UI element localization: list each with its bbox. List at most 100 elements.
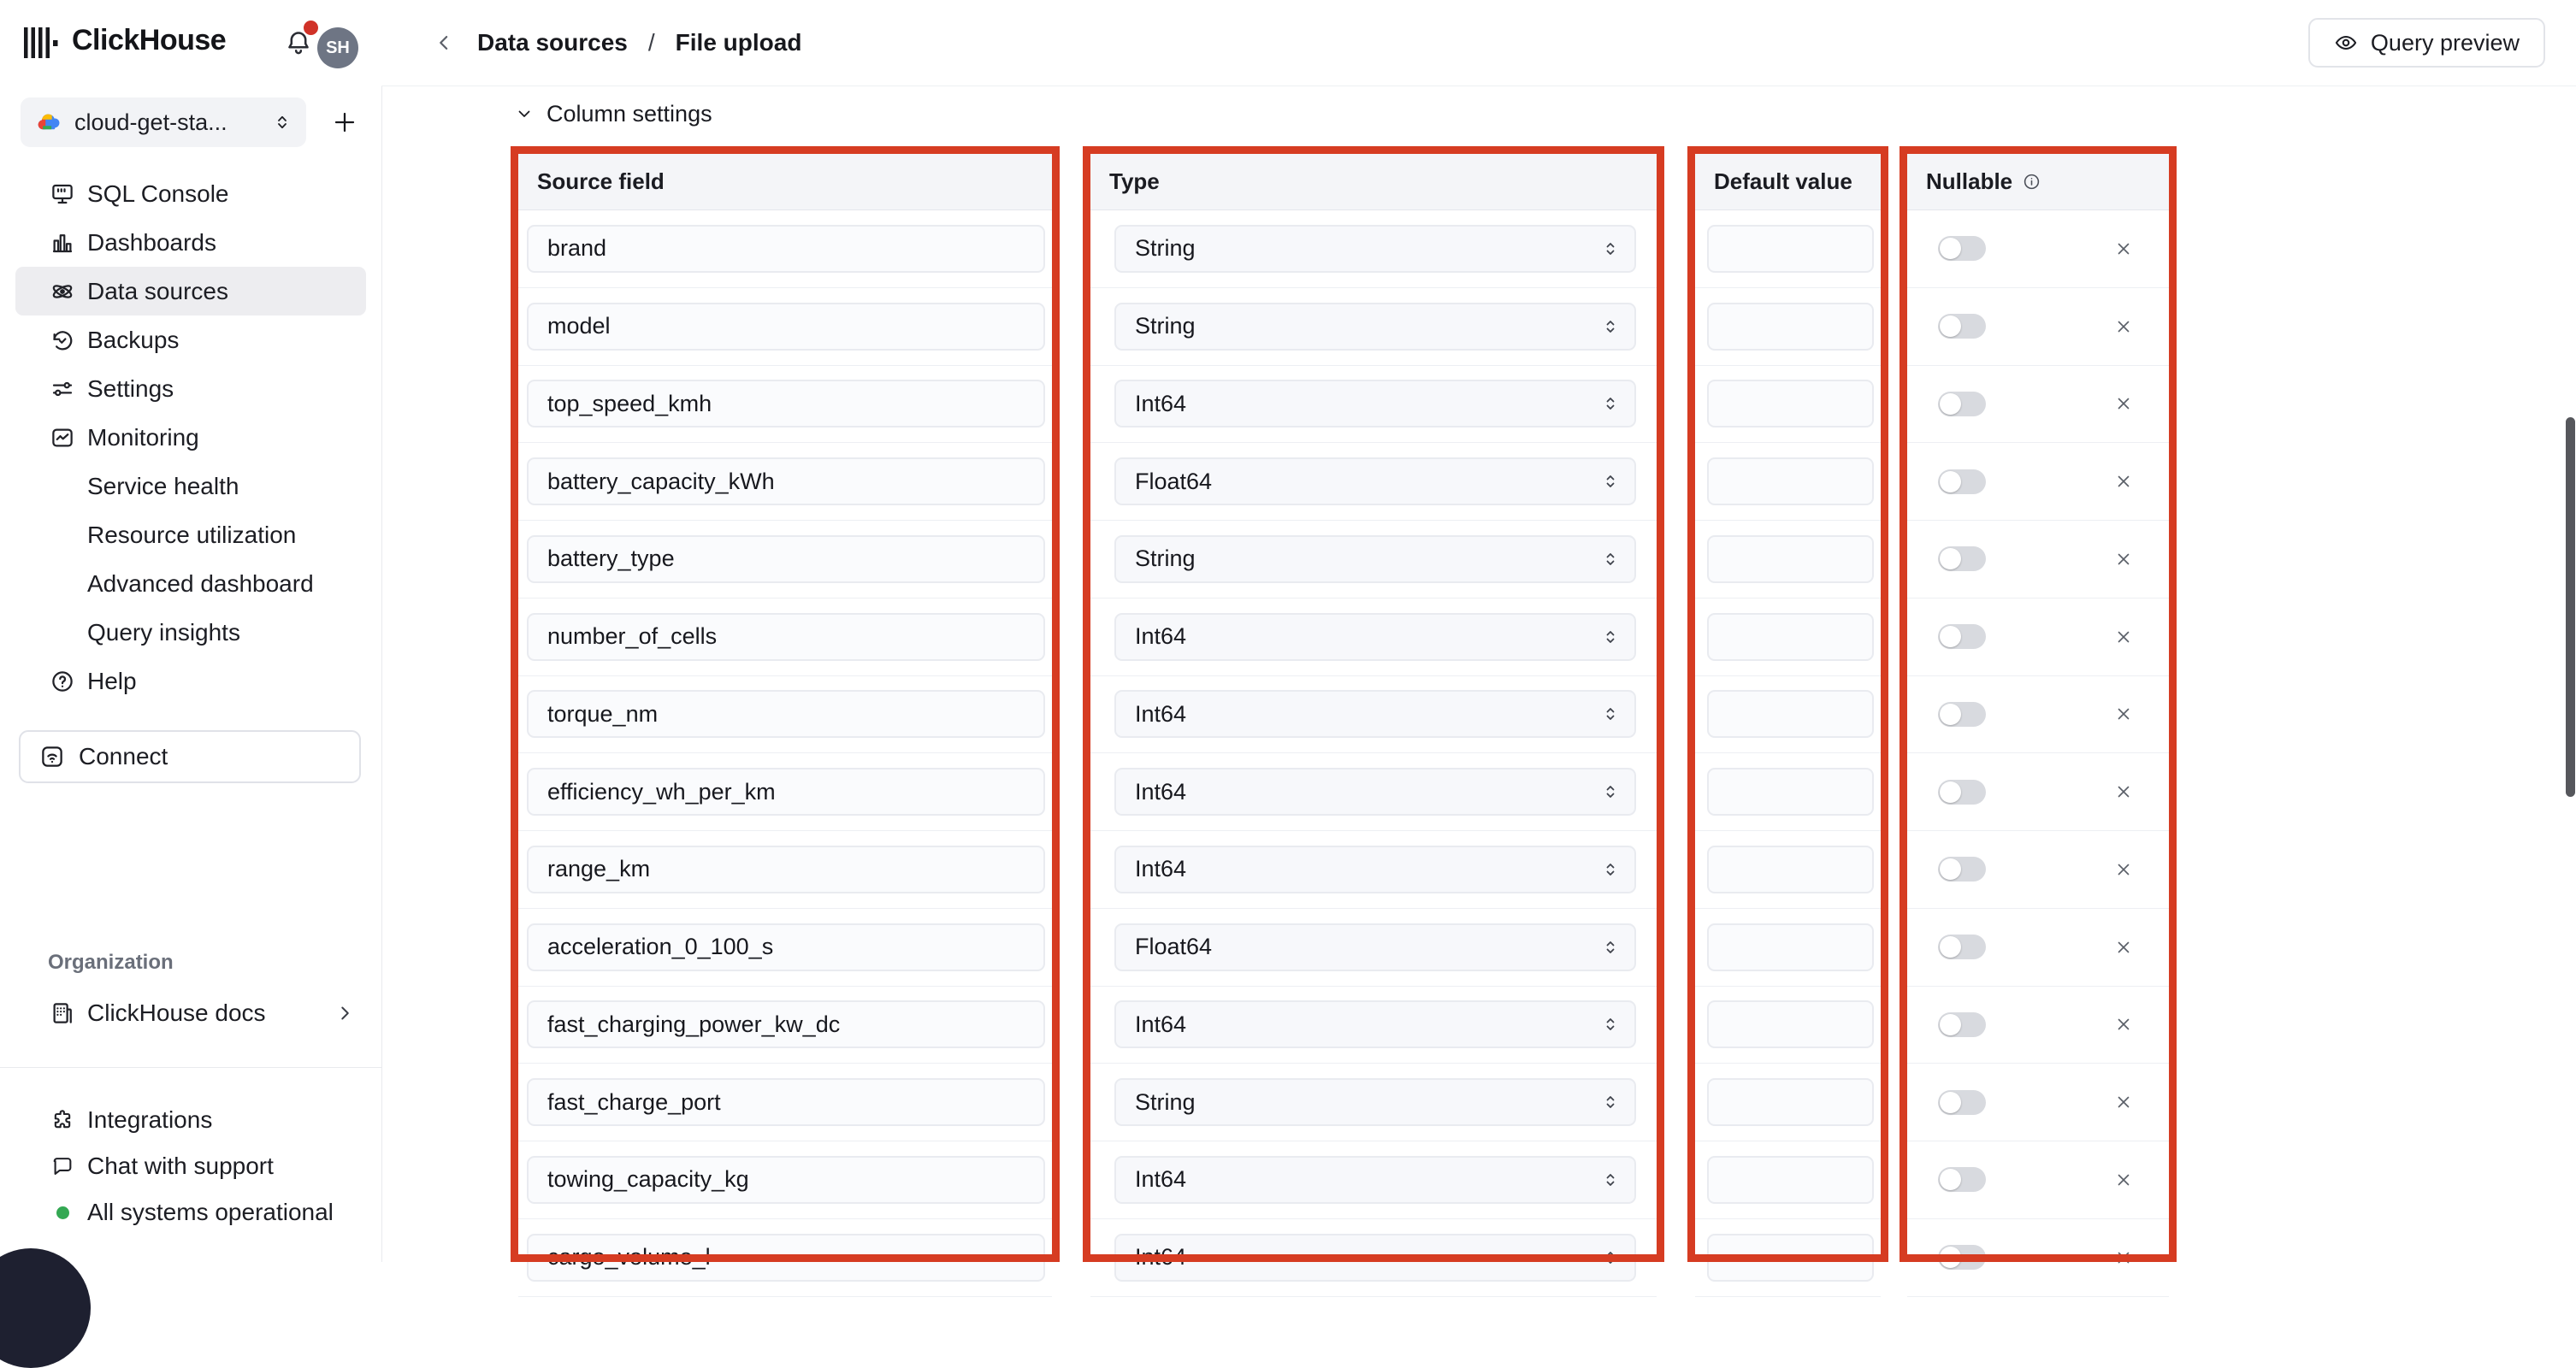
nullable-toggle[interactable] [1938, 701, 1986, 727]
nullable-toggle[interactable] [1938, 1167, 1986, 1193]
type-select[interactable]: String [1114, 224, 1636, 273]
type-select[interactable]: String [1114, 302, 1636, 351]
type-select[interactable]: Int64 [1114, 612, 1636, 661]
type-select[interactable]: Int64 [1114, 1155, 1636, 1204]
source-field-input[interactable]: efficiency_wh_per_km [527, 768, 1045, 817]
source-field-input[interactable]: battery_type [527, 534, 1045, 583]
add-service-button[interactable] [325, 103, 364, 142]
nullable-toggle[interactable] [1938, 391, 1986, 416]
default-value-input[interactable] [1707, 302, 1874, 351]
scrollbar-thumb[interactable] [2566, 417, 2575, 797]
chat-launcher[interactable] [0, 1248, 91, 1368]
default-value-input[interactable] [1707, 690, 1874, 739]
nullable-toggle[interactable] [1938, 935, 1986, 960]
sidebar-item-advanced-dashboard[interactable]: Advanced dashboard [15, 559, 366, 608]
sidebar-item-monitoring[interactable]: Monitoring [15, 413, 366, 462]
default-value-input[interactable] [1707, 380, 1874, 428]
service-switcher[interactable]: cloud-get-sta... [21, 97, 306, 147]
source-field-input[interactable]: battery_capacity_kWh [527, 457, 1045, 506]
source-field-input[interactable]: model [527, 302, 1045, 351]
info-icon[interactable] [2023, 173, 2041, 191]
sidebar-item-data-sources[interactable]: Data sources [15, 267, 366, 315]
nullable-toggle[interactable] [1938, 1011, 1986, 1037]
default-value-input[interactable] [1707, 923, 1874, 971]
table-row: Int64 [1090, 1219, 1657, 1297]
integrations-item[interactable]: Integrations [15, 1097, 366, 1143]
remove-row-icon[interactable] [2114, 938, 2133, 957]
chat-with-support-item[interactable]: Chat with support [15, 1143, 366, 1189]
sidebar-item-dashboards[interactable]: Dashboards [15, 218, 366, 267]
sidebar-item-service-health[interactable]: Service health [15, 462, 366, 510]
source-field-input[interactable]: top_speed_kmh [527, 380, 1045, 428]
nullable-toggle[interactable] [1938, 236, 1986, 262]
nullable-toggle[interactable] [1938, 546, 1986, 572]
source-field-input[interactable]: towing_capacity_kg [527, 1155, 1045, 1204]
sidebar-item-backups[interactable]: Backups [15, 315, 366, 364]
remove-row-icon[interactable] [2114, 1170, 2133, 1189]
default-value-input[interactable] [1707, 612, 1874, 661]
column-settings-toggle[interactable]: Column settings [514, 96, 712, 132]
remove-row-icon[interactable] [2114, 317, 2133, 336]
remove-row-icon[interactable] [2114, 239, 2133, 258]
connect-button[interactable]: Connect [19, 730, 361, 783]
sidebar-item-help[interactable]: Help [15, 657, 366, 705]
notifications-bell-icon[interactable] [284, 29, 313, 58]
default-value-input[interactable] [1707, 1000, 1874, 1049]
sidebar-item-settings[interactable]: Settings [15, 364, 366, 413]
type-select[interactable]: Int64 [1114, 845, 1636, 893]
type-select[interactable]: Int64 [1114, 768, 1636, 817]
nullable-toggle[interactable] [1938, 469, 1986, 494]
sidebar-item-sql-console[interactable]: SQL Console [15, 169, 366, 218]
breadcrumb-parent[interactable]: Data sources [477, 29, 628, 56]
remove-row-icon[interactable] [2114, 1093, 2133, 1112]
source-field-input[interactable]: number_of_cells [527, 612, 1045, 661]
avatar[interactable]: SH [317, 27, 358, 68]
source-field-input[interactable]: torque_nm [527, 690, 1045, 739]
remove-row-icon[interactable] [2114, 1015, 2133, 1034]
source-field-input[interactable]: acceleration_0_100_s [527, 923, 1045, 971]
default-value-input[interactable] [1707, 457, 1874, 506]
remove-row-icon[interactable] [2114, 782, 2133, 801]
type-select[interactable]: Float64 [1114, 923, 1636, 971]
query-preview-button[interactable]: Query preview [2307, 18, 2545, 68]
source-field-input[interactable]: cargo_volume_l [527, 1233, 1045, 1282]
sidebar-item-query-insights[interactable]: Query insights [15, 608, 366, 657]
type-select[interactable]: Int64 [1114, 690, 1636, 739]
source-field-input[interactable]: fast_charging_power_kw_dc [527, 1000, 1045, 1049]
clickhouse-docs-item[interactable]: ClickHouse docs [0, 988, 381, 1037]
type-select[interactable]: String [1114, 1078, 1636, 1127]
source-field-input[interactable]: fast_charge_port [527, 1078, 1045, 1127]
default-value-input[interactable] [1707, 768, 1874, 817]
nullable-toggle[interactable] [1938, 1089, 1986, 1115]
nullable-toggle[interactable] [1938, 624, 1986, 650]
remove-row-icon[interactable] [2114, 860, 2133, 879]
system-status-item[interactable]: All systems operational [15, 1189, 366, 1235]
type-select[interactable]: Int64 [1114, 380, 1636, 428]
nullable-toggle[interactable] [1938, 779, 1986, 805]
source-field-input[interactable]: brand [527, 224, 1045, 273]
default-value-input[interactable] [1707, 224, 1874, 273]
remove-row-icon[interactable] [2114, 1248, 2133, 1267]
default-value-input[interactable] [1707, 534, 1874, 583]
remove-row-icon[interactable] [2114, 550, 2133, 569]
table-row: Int64 [1090, 987, 1657, 1064]
type-select[interactable]: Int64 [1114, 1233, 1636, 1282]
remove-row-icon[interactable] [2114, 394, 2133, 413]
remove-row-icon[interactable] [2114, 472, 2133, 491]
default-value-input[interactable] [1707, 1155, 1874, 1204]
default-value-input[interactable] [1707, 1233, 1874, 1282]
table-row [1907, 753, 2169, 831]
default-value-input[interactable] [1707, 845, 1874, 893]
back-button[interactable] [431, 30, 457, 56]
default-value-input[interactable] [1707, 1078, 1874, 1127]
type-select[interactable]: Int64 [1114, 1000, 1636, 1049]
nullable-toggle[interactable] [1938, 1245, 1986, 1271]
sidebar-item-resource-utilization[interactable]: Resource utilization [15, 510, 366, 559]
remove-row-icon[interactable] [2114, 705, 2133, 723]
type-select[interactable]: Float64 [1114, 457, 1636, 506]
source-field-input[interactable]: range_km [527, 845, 1045, 893]
nullable-toggle[interactable] [1938, 857, 1986, 882]
type-select[interactable]: String [1114, 534, 1636, 583]
nullable-toggle[interactable] [1938, 314, 1986, 339]
remove-row-icon[interactable] [2114, 628, 2133, 646]
